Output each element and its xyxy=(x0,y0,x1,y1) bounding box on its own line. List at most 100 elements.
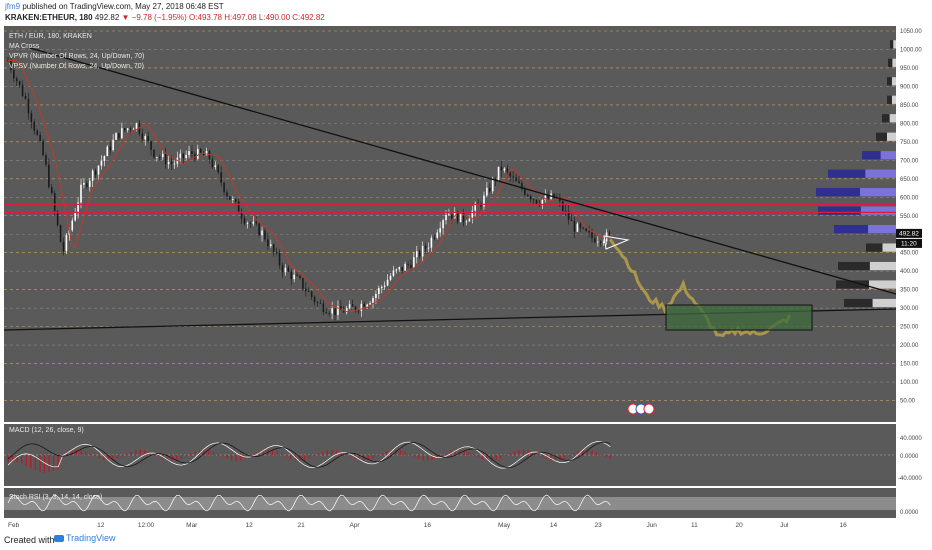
macd-histogram-bar xyxy=(513,451,516,456)
macd-histogram-bar xyxy=(52,455,55,471)
vp-bar-up xyxy=(887,77,892,86)
candle-body xyxy=(302,277,304,289)
candle-body xyxy=(264,230,266,240)
macd-histogram-bar xyxy=(586,449,589,456)
event-markers[interactable] xyxy=(627,403,655,415)
chart-canvas[interactable]: ETH / EUR, 180, KRAKEN MA Cross VPVR (Nu… xyxy=(0,24,932,530)
candle-series xyxy=(7,56,611,321)
candle-body xyxy=(459,212,462,223)
candle-body xyxy=(91,170,94,181)
macd-histogram-bar xyxy=(372,455,374,459)
descending-trendline xyxy=(29,47,897,295)
candle-body xyxy=(112,139,114,151)
price-tick: 550.00 xyxy=(900,214,919,220)
price-tick: 450.00 xyxy=(900,251,919,257)
candle-body xyxy=(363,303,366,307)
candle-body xyxy=(118,133,120,139)
candle-body xyxy=(214,165,217,167)
candle-body xyxy=(582,227,585,229)
candle-body xyxy=(208,151,211,160)
time-tick: May xyxy=(498,522,511,529)
time-tick: Feb xyxy=(8,522,20,529)
candle-body xyxy=(451,214,453,219)
candle-body xyxy=(144,136,147,140)
candle-body xyxy=(74,212,76,221)
candle-body xyxy=(237,201,240,214)
chart-header: jfm9 published on TradingView.com, May 2… xyxy=(0,0,932,24)
macd-histogram-bar xyxy=(550,455,552,461)
candle-body xyxy=(199,148,202,154)
candle-body xyxy=(526,194,529,197)
macd-histogram-bar xyxy=(422,455,424,461)
macd-histogram-bar xyxy=(217,453,219,456)
vp-bar-up xyxy=(887,95,892,104)
ohlc-open: O:493.78 xyxy=(189,13,222,22)
candle-body xyxy=(267,239,269,246)
candle-body xyxy=(299,275,301,278)
tradingview-brand[interactable]: TradingView xyxy=(54,533,116,543)
candle-body xyxy=(275,251,278,254)
macd-histogram-bar xyxy=(349,455,351,457)
macd-histogram-bar xyxy=(130,451,132,456)
macd-histogram-bar xyxy=(239,455,242,461)
vp-bar-up xyxy=(890,40,894,49)
candle-body xyxy=(562,201,564,211)
countdown-label: 11:20 xyxy=(901,240,917,247)
candle-body xyxy=(132,128,135,130)
macd-histogram-bar xyxy=(221,455,224,457)
candle-body xyxy=(328,313,330,315)
macd-histogram-bar xyxy=(554,455,557,461)
candle-body xyxy=(564,210,567,212)
price-axis[interactable] xyxy=(896,26,932,518)
macd-histogram-bar xyxy=(463,450,465,456)
macd-histogram-bar xyxy=(536,454,538,456)
candle-body xyxy=(261,230,263,236)
candle-body xyxy=(88,180,91,187)
candle-body xyxy=(605,232,608,242)
candle-body xyxy=(202,153,205,156)
candle-body xyxy=(220,172,222,183)
candle-body xyxy=(115,133,117,140)
macd-histogram-bar xyxy=(445,453,447,456)
candle-body xyxy=(395,269,398,271)
candle-body xyxy=(494,179,497,180)
candle-body xyxy=(56,210,59,226)
time-tick: Jun xyxy=(646,522,657,529)
macd-histogram-bar xyxy=(431,455,434,461)
macd-histogram-bar xyxy=(595,452,598,456)
candle-body xyxy=(13,69,15,79)
time-tick: 20 xyxy=(736,522,744,529)
candle-body xyxy=(290,271,293,280)
time-axis[interactable] xyxy=(4,518,896,530)
candle-body xyxy=(439,228,441,233)
macd-tick-low: -40.0000 xyxy=(898,476,922,482)
macd-histogram-bar xyxy=(417,455,420,459)
macd-histogram-bar xyxy=(125,453,128,456)
candle-body xyxy=(270,244,272,246)
event-marker-icon[interactable] xyxy=(643,403,655,415)
candle-body xyxy=(191,151,193,154)
macd-histogram-bar xyxy=(531,451,534,456)
candle-body xyxy=(585,227,587,232)
time-tick: 11 xyxy=(691,522,698,529)
author-link[interactable]: jfm9 xyxy=(5,2,21,11)
candle-body xyxy=(547,195,549,199)
macd-histogram-bar xyxy=(194,451,196,456)
macd-histogram-bar xyxy=(449,451,452,456)
vp-bar-down xyxy=(887,132,896,141)
candle-body xyxy=(491,179,494,192)
macd-histogram-bar xyxy=(89,453,91,456)
candle-body xyxy=(21,84,24,97)
macd-histogram-bar xyxy=(11,455,14,462)
candle-body xyxy=(524,188,526,195)
price-tick: 150.00 xyxy=(900,362,919,368)
candle-body xyxy=(366,304,368,307)
macd-histogram-bar xyxy=(25,455,27,466)
candle-body xyxy=(185,154,187,159)
macd-histogram-bar xyxy=(226,455,228,459)
legend-title: ETH / EUR, 180, KRAKEN xyxy=(9,33,92,40)
candle-body xyxy=(83,183,85,185)
candle-body xyxy=(442,220,444,229)
macd-histogram-bar xyxy=(103,455,105,461)
macd-histogram-bar xyxy=(135,450,137,456)
